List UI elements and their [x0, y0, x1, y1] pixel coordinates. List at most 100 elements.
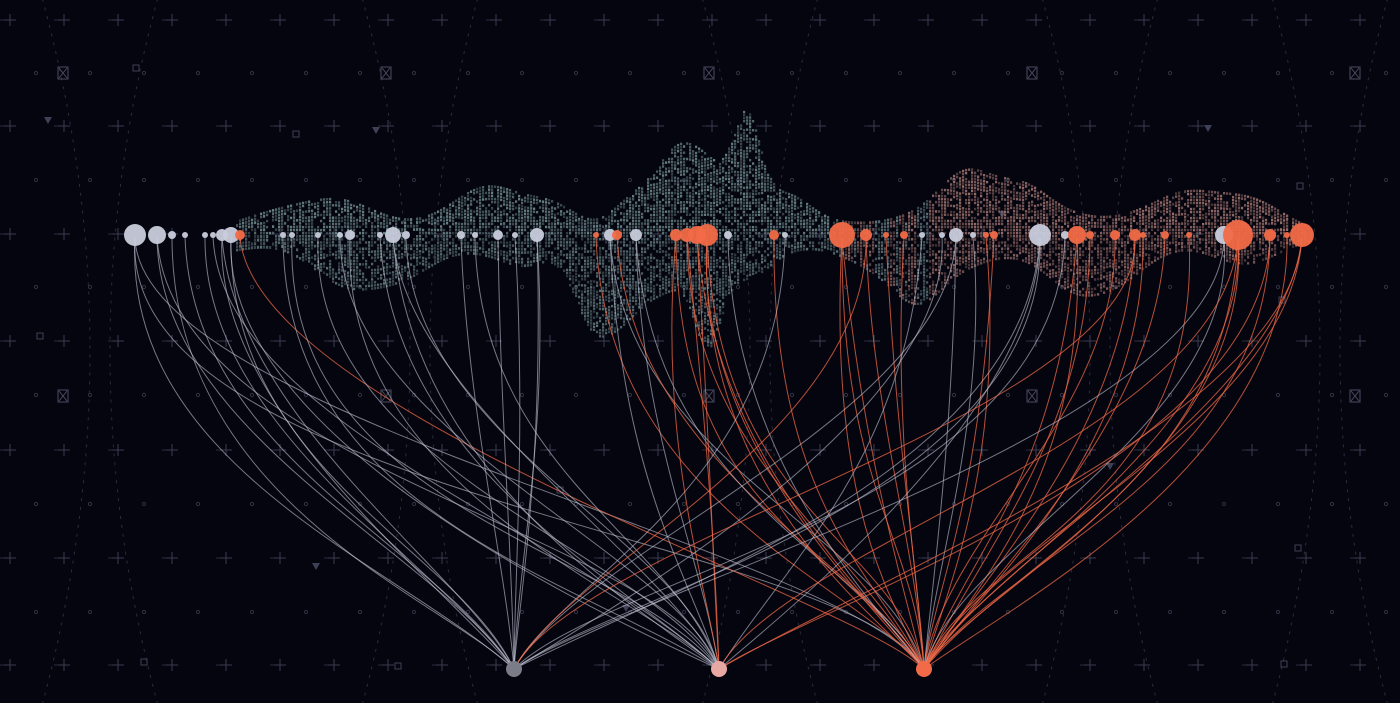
stream-cell	[353, 278, 356, 281]
stream-cell	[638, 189, 641, 193]
plus-icon	[544, 659, 556, 671]
plus-icon	[868, 659, 880, 671]
stream-cell	[893, 231, 896, 235]
stream-cell	[662, 204, 665, 208]
stream-cell	[707, 213, 710, 216]
stream-cell	[362, 253, 365, 257]
stream-cell	[500, 241, 503, 244]
stream-cell	[263, 231, 266, 235]
stream-cell	[296, 203, 299, 206]
stream-cell	[776, 204, 779, 208]
stream-cell	[353, 228, 356, 232]
stream-cell	[689, 146, 692, 149]
stream-cell	[623, 218, 626, 222]
stream-cell	[839, 251, 842, 254]
stream-cell	[602, 335, 605, 338]
stream-cell	[665, 161, 668, 164]
stream-cell	[695, 262, 698, 266]
stream-cell	[674, 148, 677, 152]
stream-cell	[806, 228, 809, 232]
stream-cell	[764, 235, 767, 238]
stream-cell	[470, 248, 473, 252]
stream-cell	[650, 277, 653, 281]
stream-cell	[806, 202, 809, 206]
stream-cell	[824, 221, 827, 225]
circle-icon	[951, 70, 957, 76]
stream-cell	[380, 256, 383, 259]
stream-cell	[302, 213, 305, 217]
stream-cell	[623, 256, 626, 259]
stream-cell	[908, 225, 911, 228]
stream-cell	[770, 238, 773, 241]
stream-cell	[785, 191, 788, 195]
stream-cell	[602, 289, 605, 293]
stream-cell	[884, 219, 887, 222]
stream-cell	[908, 269, 911, 272]
stream-cell	[374, 287, 377, 290]
stream-cell	[392, 274, 395, 277]
stream-cell	[794, 213, 797, 217]
stream-cell	[545, 201, 548, 204]
stream-cell	[614, 244, 617, 247]
stream-cell	[356, 259, 359, 263]
stream-cell	[284, 245, 287, 249]
stream-cell	[647, 247, 650, 250]
stream-cell	[707, 200, 710, 204]
stream-cell	[926, 203, 929, 206]
stream-cell	[734, 152, 737, 155]
stream-cell	[374, 268, 377, 272]
stream-cell	[923, 289, 926, 292]
stream-cell	[524, 228, 527, 232]
stream-cell	[668, 157, 671, 161]
stream-cell	[611, 280, 614, 284]
stream-cell	[407, 218, 410, 221]
stream-cell	[518, 260, 521, 264]
stream-cell	[719, 162, 722, 166]
stream-cell	[767, 241, 770, 244]
stream-cell	[569, 268, 572, 272]
stream-cell	[716, 286, 719, 289]
stream-cell	[566, 231, 569, 235]
stream-cell	[692, 216, 695, 220]
stream-cell	[791, 216, 794, 219]
stream-cell	[695, 207, 698, 210]
triangle-icon	[44, 117, 52, 124]
stream-cell	[545, 241, 548, 245]
stream-cell	[596, 262, 599, 266]
stream-cell	[719, 222, 722, 226]
stream-cell	[905, 271, 908, 275]
stream-cell	[725, 198, 728, 202]
stream-cell	[632, 314, 635, 318]
stream-cell	[575, 285, 578, 288]
stream-cell	[239, 219, 242, 222]
stream-cell	[608, 284, 611, 287]
stream-cell	[734, 269, 737, 272]
stream-cell	[323, 198, 326, 201]
stream-cell	[740, 158, 743, 161]
stream-cell	[770, 183, 773, 187]
stream-cell	[593, 301, 596, 304]
stream-cell	[677, 201, 680, 205]
stream-cell	[632, 222, 635, 226]
stream-cell	[344, 221, 347, 225]
stream-cell	[386, 256, 389, 260]
stream-cell	[596, 238, 599, 241]
stream-cell	[644, 250, 647, 254]
stream-cell	[548, 210, 551, 214]
stream-cell	[329, 219, 332, 223]
stream-cell	[746, 152, 749, 156]
stream-cell	[629, 277, 632, 281]
stream-cell	[473, 188, 476, 192]
stream-cell	[644, 266, 647, 269]
plus-icon	[1300, 552, 1312, 564]
stream-cell	[914, 287, 917, 290]
stream-cell	[680, 247, 683, 250]
stream-cell	[467, 248, 470, 252]
stream-cell	[545, 244, 548, 248]
stream-cell	[323, 213, 326, 216]
stream-cell	[743, 256, 746, 260]
stream-cell	[725, 216, 728, 220]
stream-cell	[266, 235, 269, 238]
stream-cell	[698, 324, 701, 327]
stream-cell	[899, 272, 902, 276]
